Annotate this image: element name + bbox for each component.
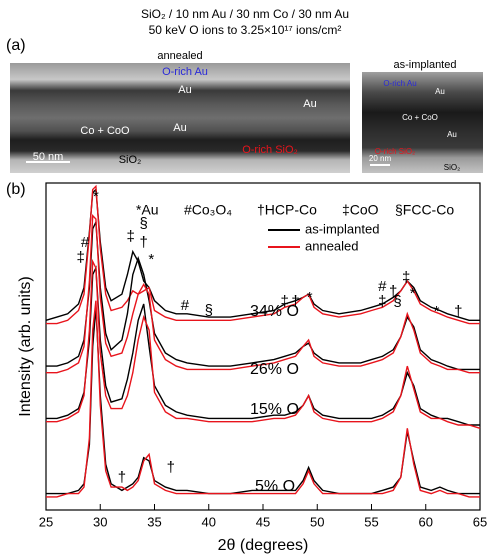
- xrd-curve: [46, 214, 480, 374]
- tem-label: SiO₂: [119, 154, 142, 166]
- legend-label: as-implanted: [305, 221, 379, 236]
- peak-marker: §: [205, 302, 213, 319]
- peak-key: ‡CoO: [342, 202, 379, 218]
- tem-label: O-rich SiO₂: [242, 144, 298, 156]
- peak-key: §FCC-Co: [395, 202, 454, 218]
- tem-label: O-rich Au: [162, 66, 208, 78]
- curve-label: 34% O: [250, 303, 299, 320]
- peak-marker: #: [81, 234, 90, 251]
- peak-marker: §: [139, 215, 147, 232]
- x-tick-label: 60: [419, 514, 433, 529]
- tem-label: Au: [173, 122, 186, 134]
- tem-label: 50 nm: [33, 151, 64, 163]
- peak-marker: #: [378, 278, 387, 295]
- tem-label: Au: [435, 87, 445, 96]
- xrd-curve: [46, 258, 481, 429]
- x-axis-label: 2θ (degrees): [218, 537, 309, 554]
- peak-key: †HCP-Co: [257, 202, 317, 218]
- peak-marker: ‡: [378, 293, 386, 310]
- peak-marker: ‡: [281, 293, 289, 310]
- tem-label: Au: [447, 130, 457, 139]
- y-axis-label: Intensity (arb. units): [17, 276, 34, 417]
- xrd-chart: (b) 25 30 35 40 45 50 55 60 65 2θ (degrees) Intensi…: [6, 181, 487, 554]
- x-tick-label: 35: [147, 514, 161, 529]
- peak-key: #Co₃O₄: [184, 202, 232, 218]
- peak-marker: †: [167, 459, 175, 476]
- peak-marker: †: [454, 303, 462, 320]
- tem-label: Co + CoO: [80, 125, 130, 137]
- tem-labels: O-rich Au Au Au Co + CoO Au O-rich SiO₂ 50 nm S…: [33, 66, 461, 172]
- peak-marker: ‡: [126, 228, 134, 245]
- legend-label: annealed: [305, 238, 359, 253]
- title: 50 keV O ions to 3.25×10¹⁷ ions/cm²: [149, 23, 342, 37]
- x-tick-label: 50: [310, 514, 324, 529]
- plot-frame: [45, 182, 481, 511]
- xrd-curve: [46, 184, 480, 325]
- peak-marker: †: [118, 469, 126, 486]
- peak-marker: †: [139, 234, 147, 251]
- curve-label: 26% O: [250, 361, 299, 378]
- peak-marker: *: [410, 285, 416, 302]
- x-tick-label: 65: [473, 514, 487, 529]
- peak-marker: *: [93, 188, 99, 205]
- tem-label: 20 nm: [369, 154, 392, 163]
- tem-label: Au: [178, 84, 191, 96]
- tem-label: O-rich Au: [383, 79, 416, 88]
- tem-label: O-rich SiO₂: [375, 147, 415, 156]
- caption: annealed: [157, 50, 202, 62]
- peak-marker: §: [393, 293, 401, 310]
- peak-marker: †: [389, 283, 397, 300]
- tem-label: SiO₂: [444, 163, 460, 172]
- tem-label: Au: [303, 98, 316, 110]
- curve-label: 5% O: [255, 478, 295, 495]
- peak-marker: *: [434, 303, 440, 320]
- peak-marker: ‡: [402, 269, 410, 286]
- peak-marker: †: [291, 293, 299, 310]
- tem-label: Co + CoO: [402, 113, 438, 122]
- panel-label: (b): [6, 181, 26, 198]
- peak-marker: #: [181, 297, 190, 314]
- peak-marker: *: [148, 251, 154, 268]
- x-tick-label: 25: [39, 514, 53, 529]
- x-tick-label: 55: [364, 514, 378, 529]
- tem-image: [362, 72, 483, 173]
- peak-marker: *: [307, 289, 313, 306]
- caption: as-implanted: [394, 59, 457, 71]
- x-tick-label: 45: [256, 514, 270, 529]
- peak-key: *Au: [136, 202, 159, 218]
- tem-image: [10, 63, 350, 173]
- panel-label: (a): [6, 37, 26, 54]
- title: SiO₂ / 10 nm Au / 30 nm Co / 30 nm Au: [141, 7, 349, 21]
- xrd-curve: [46, 300, 480, 498]
- x-tick-label: 30: [93, 514, 107, 529]
- curve-label: 15% O: [250, 401, 299, 418]
- peak-marker: ‡: [77, 249, 85, 266]
- x-tick-label: 40: [202, 514, 216, 529]
